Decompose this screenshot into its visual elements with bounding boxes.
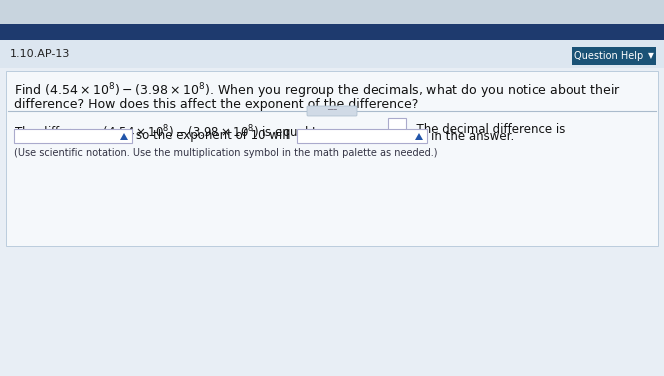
Bar (0, 40, 664, 376)
Text: difference? How does this affect the exponent of the difference?: difference? How does this affect the exp… (14, 98, 418, 111)
FancyBboxPatch shape (307, 106, 357, 116)
Text: 1.10.AP-13: 1.10.AP-13 (10, 49, 70, 59)
Bar (0, 24, 664, 40)
Text: ━━━: ━━━ (327, 109, 337, 114)
Bar (0, 40, 664, 68)
Bar (14, 129, 132, 143)
Text: . The decimal difference is: . The decimal difference is (409, 123, 565, 136)
Bar (6, 71, 658, 246)
Text: so the exponent of 10 will: so the exponent of 10 will (136, 129, 289, 143)
Bar (388, 118, 406, 131)
Bar (0, 0, 664, 24)
Text: (Use scientific notation. Use the multiplication symbol in the math palette as n: (Use scientific notation. Use the multip… (14, 148, 438, 158)
Text: in the answer.: in the answer. (431, 129, 514, 143)
FancyBboxPatch shape (572, 47, 656, 65)
Text: The difference $\left(4.54\times10^{8}\right)-\left(3.98\times10^{8}\right)$ is : The difference $\left(4.54\times10^{8}\r… (14, 123, 324, 143)
Text: Find $\left(4.54\times10^{8}\right)-\left(3.98\times10^{8}\right)$. When you reg: Find $\left(4.54\times10^{8}\right)-\lef… (14, 81, 621, 101)
Text: Question Help: Question Help (574, 51, 643, 61)
Polygon shape (120, 133, 128, 140)
Bar (297, 129, 427, 143)
Polygon shape (415, 133, 423, 140)
Text: ▼: ▼ (648, 52, 654, 61)
